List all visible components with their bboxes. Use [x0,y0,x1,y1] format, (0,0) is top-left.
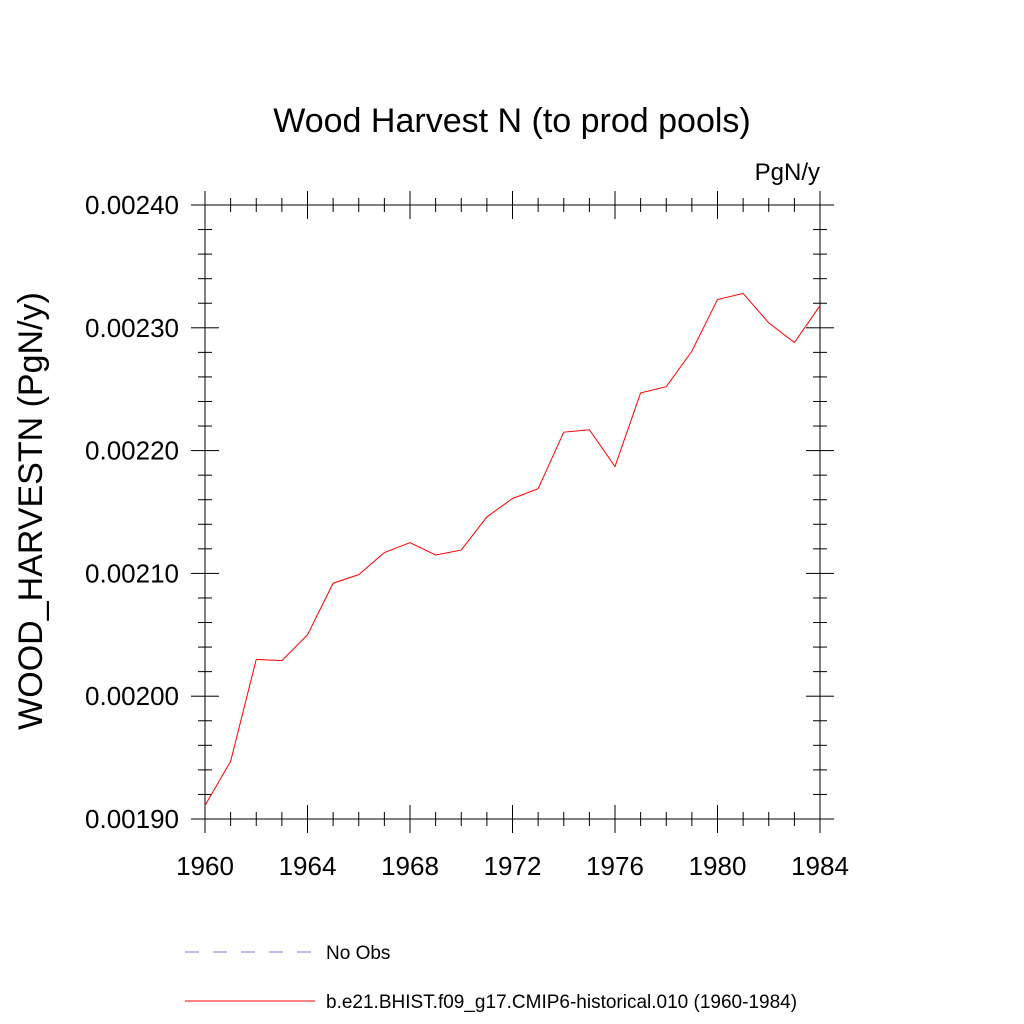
axis-ticks [191,191,834,833]
y-tick-label: 0.00210 [85,558,179,588]
y-tick-label: 0.00230 [85,313,179,343]
y-tick-label: 0.00190 [85,804,179,834]
x-tick-label: 1964 [279,851,337,881]
x-tick-label: 1976 [586,851,644,881]
x-tick-label: 1984 [791,851,849,881]
legend-label-no-obs: No Obs [326,943,390,964]
x-tick-label: 1968 [381,851,439,881]
y-axis-label: WOOD_HARVESTN (PgN/y) [12,292,50,730]
x-tick-label: 1960 [176,851,234,881]
series-line-1 [204,292,821,806]
y-tick-label: 0.00220 [85,436,179,466]
units-label: PgN/y [755,159,820,186]
chart-title: Wood Harvest N (to prod pools) [273,102,750,140]
legend-label-historical: b.e21.BHIST.f09_g17.CMIP6-historical.010… [326,992,797,1013]
series-layer [204,292,821,806]
y-tick-label: 0.00240 [85,190,179,220]
y-tick-label: 0.00200 [85,681,179,711]
x-tick-label: 1980 [689,851,747,881]
y-tick-labels: 0.00190 0.00200 0.00210 0.00220 0.00230 0.002… [85,190,179,834]
legend: No Obs b.e21.BHIST.f09_g17.CMIP6-histori… [185,943,797,1013]
x-tick-labels: 1960 1964 1968 1972 1976 1980 1984 [176,851,849,881]
x-tick-label: 1972 [484,851,542,881]
